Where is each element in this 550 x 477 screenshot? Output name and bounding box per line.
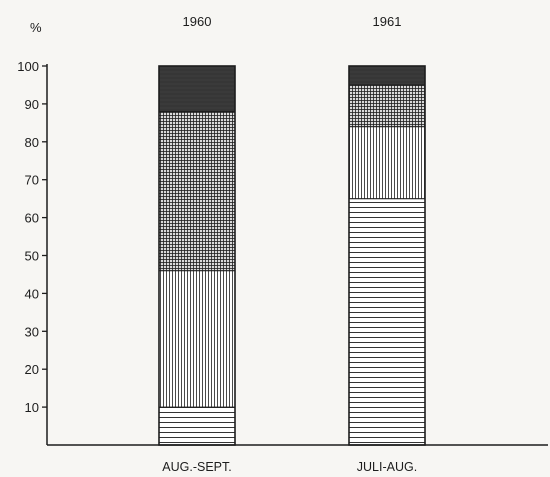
bar-1 <box>158 65 236 446</box>
bar-segment-vertical-lines <box>348 126 426 200</box>
bar-segment-cross-hatch <box>158 110 236 272</box>
y-tick-label: 30 <box>25 324 39 339</box>
year-label: 1960 <box>183 14 212 29</box>
y-tick-label: 70 <box>25 173 39 188</box>
y-tick-label: 60 <box>25 211 39 226</box>
y-tick-label: 90 <box>25 97 39 112</box>
category-label: JULI-AUG. <box>357 460 417 474</box>
category-labels: AUG.-SEPT. JULI-AUG. <box>162 460 417 474</box>
year-labels: 1960 1961 <box>183 14 402 29</box>
bar-segment-vertical-lines <box>158 270 236 408</box>
y-tick-label: 10 <box>25 400 39 415</box>
y-axis: 10 20 30 40 50 60 70 80 90 100 <box>17 59 48 445</box>
bar-2 <box>348 65 426 446</box>
category-label: AUG.-SEPT. <box>162 460 231 474</box>
y-tick-label: 50 <box>25 249 39 264</box>
bar-segment-solid-dark <box>348 65 426 86</box>
bar-segment-solid-dark <box>158 65 236 112</box>
y-unit-label: % <box>30 20 42 35</box>
y-tick-label: 100 <box>17 59 39 74</box>
bar-segment-cross-hatch <box>348 84 426 128</box>
bars <box>158 65 426 446</box>
bar-segment-horizontal-lines <box>158 406 236 446</box>
y-tick-label: 40 <box>25 286 39 301</box>
y-tick-label: 20 <box>25 362 39 377</box>
bar-segment-horizontal-lines <box>348 198 426 446</box>
y-tick-label: 80 <box>25 135 39 150</box>
year-label: 1961 <box>373 14 402 29</box>
